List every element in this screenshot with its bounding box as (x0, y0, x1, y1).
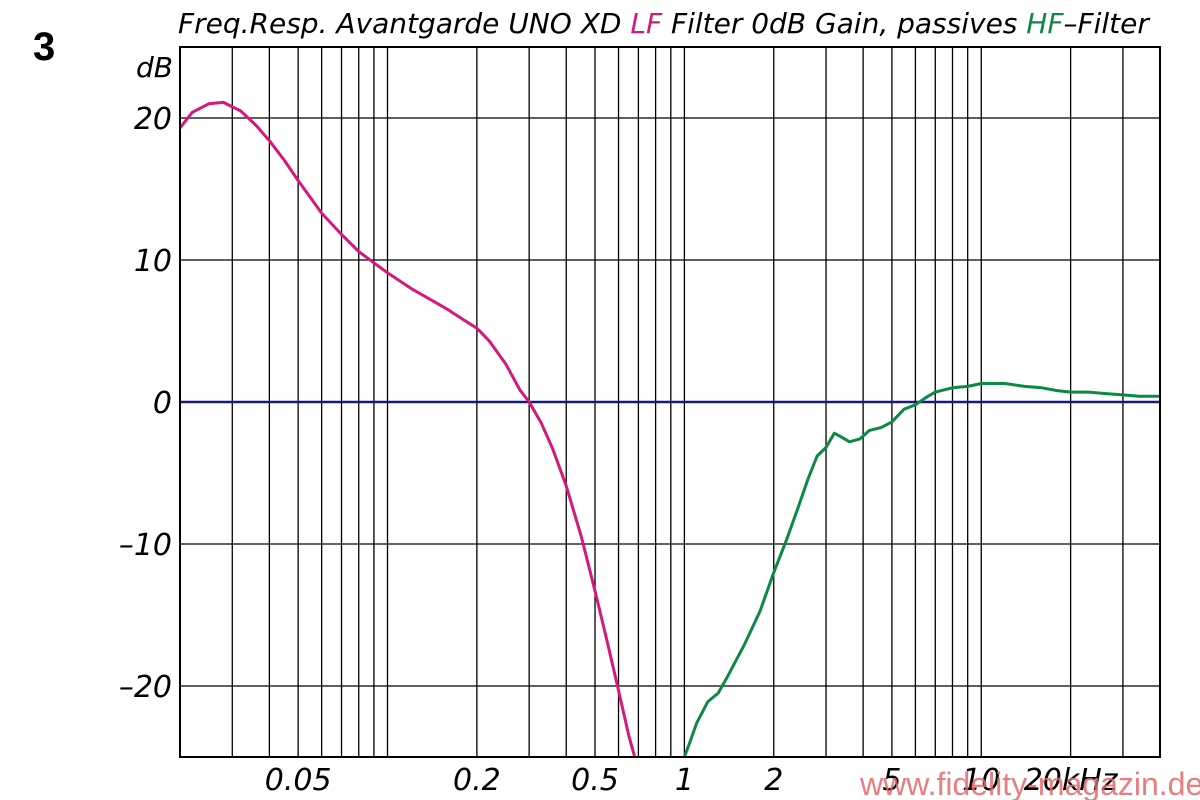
chart-title-part: LF (630, 7, 663, 40)
series-line-hf (682, 382, 1160, 758)
y-tick-label: –10 (119, 528, 172, 563)
y-tick-label: –20 (119, 670, 172, 705)
x-tick-label: 1 (675, 763, 694, 798)
chart-title-part: Filter 0dB Gain, passives (662, 7, 1026, 40)
figure-number: 3 (33, 25, 55, 69)
grid (180, 47, 1160, 757)
chart-title-part: HF (1026, 7, 1064, 40)
x-tick-label: 0.5 (571, 763, 619, 798)
chart-title-part: –Filter (1063, 7, 1150, 40)
x-tick-label: 0.2 (453, 763, 501, 798)
plot-frame (179, 46, 1161, 758)
y-axis-unit-label: dB (136, 51, 173, 84)
x-tick-label: 10 (962, 763, 1000, 798)
tick-labels: 0.05 0.2 0.5 1 2 5 10 20kHz 20 10 0 –10 –20 (119, 102, 1119, 798)
x-tick-label: 2 (764, 763, 783, 798)
y-tick-label: 10 (134, 244, 172, 279)
series-layer (178, 100, 1160, 758)
series-line-lf (178, 100, 637, 758)
x-tick-label: 20kHz (1024, 763, 1119, 798)
y-tick-label: 0 (153, 386, 172, 421)
chart-title: Freq.Resp. Avantgarde UNO XD LF Filter 0… (178, 7, 1150, 40)
y-tick-label: 20 (134, 102, 172, 137)
x-tick-label: 5 (882, 763, 901, 798)
watermark: www.fidelity-magazin.de (859, 766, 1200, 800)
chart-title-part: Freq.Resp. Avantgarde UNO XD (178, 7, 630, 40)
x-tick-label: 0.05 (265, 763, 332, 798)
